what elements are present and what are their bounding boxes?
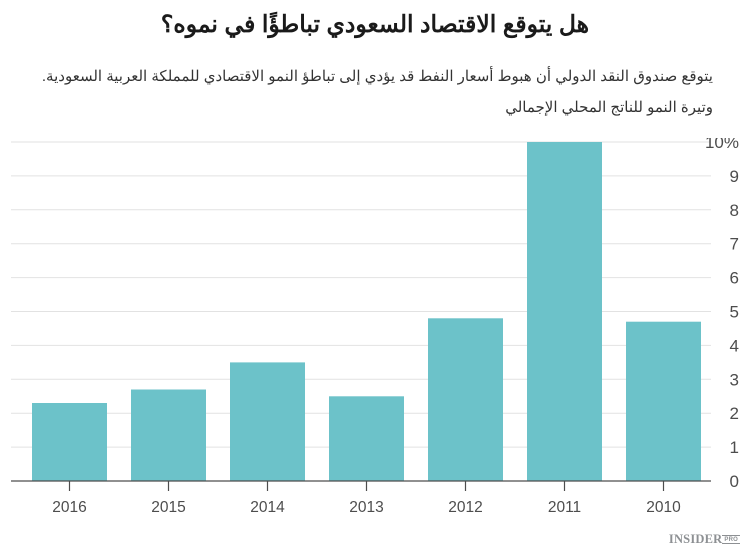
svg-text:6: 6 <box>730 269 739 288</box>
svg-text:5: 5 <box>730 303 739 322</box>
svg-text:7: 7 <box>730 235 739 254</box>
svg-text:0: 0 <box>730 472 739 491</box>
svg-text:2012: 2012 <box>448 499 482 513</box>
svg-text:2011: 2011 <box>548 499 581 513</box>
svg-text:4: 4 <box>730 336 739 355</box>
svg-text:2015: 2015 <box>151 499 185 513</box>
svg-text:2014: 2014 <box>250 499 285 513</box>
svg-text:2013: 2013 <box>349 499 383 513</box>
svg-text:8: 8 <box>730 201 739 220</box>
svg-text:2: 2 <box>730 404 739 423</box>
svg-text:3: 3 <box>730 370 739 389</box>
svg-text:1: 1 <box>730 438 739 457</box>
svg-text:2010: 2010 <box>646 499 681 513</box>
svg-text:9: 9 <box>730 167 739 186</box>
svg-text:2016: 2016 <box>52 499 86 513</box>
svg-text:10%: 10% <box>705 138 739 152</box>
